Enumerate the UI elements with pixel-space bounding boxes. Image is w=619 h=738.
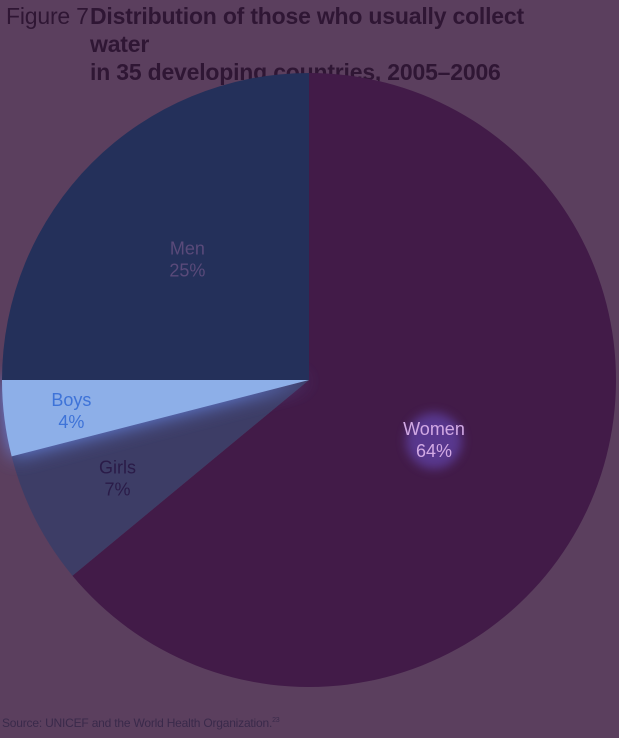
pie-label-boys: Boys — [51, 390, 91, 410]
pie-value-girls: 7% — [105, 480, 131, 500]
pie-value-women: 64% — [416, 441, 452, 461]
women-label-halo — [406, 412, 462, 469]
figure-label: Figure 7 — [6, 3, 89, 29]
source-text: Source: UNICEF and the World Health Orga… — [2, 716, 273, 730]
pie-label-girls: Girls — [99, 458, 136, 478]
pie-value-boys: 4% — [58, 412, 84, 432]
pie-slices — [2, 73, 616, 688]
figure-title-line-1: Distribution of those who usually collec… — [90, 3, 524, 57]
pie-slice-women — [72, 73, 616, 688]
pie-label-women: Women — [403, 419, 465, 439]
pie-value-men: 25% — [169, 260, 205, 280]
pie-slice-men — [2, 73, 309, 380]
source-note: Source: UNICEF and the World Health Orga… — [2, 716, 280, 730]
figure-title: Distribution of those who usually collec… — [90, 2, 570, 86]
source-footnote: 23 — [272, 717, 280, 724]
pie-slice-girls — [11, 380, 309, 576]
pie-slice-boys — [2, 380, 309, 457]
pie-label-men: Men — [170, 238, 205, 258]
